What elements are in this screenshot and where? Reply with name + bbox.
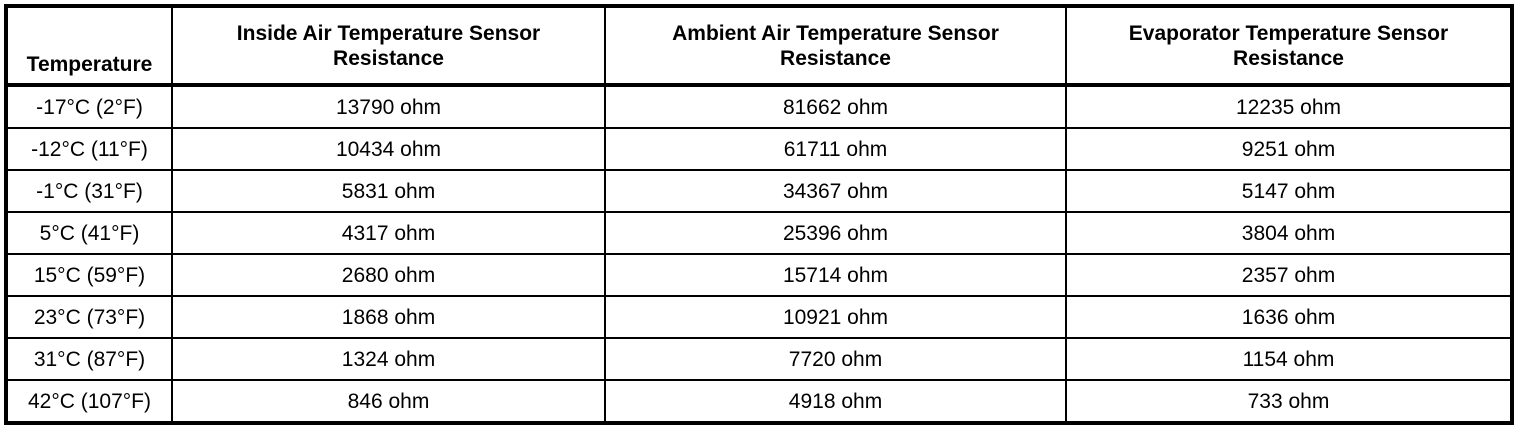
evaporator-resistance-cell: 5147 ohm bbox=[1065, 169, 1513, 213]
evaporator-resistance-cell: 3804 ohm bbox=[1065, 211, 1513, 255]
table-row: 15°C (59°F) 2680 ohm 15714 ohm 2357 ohm bbox=[5, 253, 1513, 297]
table-row: -12°C (11°F) 10434 ohm 61711 ohm 9251 ohm bbox=[5, 127, 1513, 171]
inside-air-resistance-cell: 4317 ohm bbox=[171, 211, 606, 255]
evaporator-resistance-cell: 9251 ohm bbox=[1065, 127, 1513, 171]
header-inside-air: Inside Air Temperature Sensor Resistance bbox=[171, 5, 606, 86]
temperature-cell: 23°C (73°F) bbox=[5, 295, 173, 339]
inside-air-resistance-cell: 1324 ohm bbox=[171, 337, 606, 381]
table-row: 31°C (87°F) 1324 ohm 7720 ohm 1154 ohm bbox=[5, 337, 1513, 381]
temperature-cell: -1°C (31°F) bbox=[5, 169, 173, 213]
table-row: -1°C (31°F) 5831 ohm 34367 ohm 5147 ohm bbox=[5, 169, 1513, 213]
evaporator-resistance-cell: 1154 ohm bbox=[1065, 337, 1513, 381]
inside-air-resistance-cell: 5831 ohm bbox=[171, 169, 606, 213]
ambient-air-resistance-cell: 7720 ohm bbox=[604, 337, 1067, 381]
temperature-cell: -17°C (2°F) bbox=[5, 84, 173, 129]
evaporator-resistance-cell: 12235 ohm bbox=[1065, 84, 1513, 129]
temperature-cell: 5°C (41°F) bbox=[5, 211, 173, 255]
ambient-air-resistance-cell: 25396 ohm bbox=[604, 211, 1067, 255]
temperature-cell: 15°C (59°F) bbox=[5, 253, 173, 297]
table-row: 42°C (107°F) 846 ohm 4918 ohm 733 ohm bbox=[5, 379, 1513, 424]
inside-air-resistance-cell: 2680 ohm bbox=[171, 253, 606, 297]
inside-air-resistance-cell: 846 ohm bbox=[171, 379, 606, 424]
ambient-air-resistance-cell: 81662 ohm bbox=[604, 84, 1067, 129]
inside-air-resistance-cell: 1868 ohm bbox=[171, 295, 606, 339]
temperature-cell: 42°C (107°F) bbox=[5, 379, 173, 424]
header-evaporator: Evaporator Temperature Sensor Resistance bbox=[1065, 5, 1513, 86]
ambient-air-resistance-cell: 15714 ohm bbox=[604, 253, 1067, 297]
ambient-air-resistance-cell: 4918 ohm bbox=[604, 379, 1067, 424]
header-ambient-air: Ambient Air Temperature Sensor Resistanc… bbox=[604, 5, 1067, 86]
ambient-air-resistance-cell: 10921 ohm bbox=[604, 295, 1067, 339]
table-row: 23°C (73°F) 1868 ohm 10921 ohm 1636 ohm bbox=[5, 295, 1513, 339]
sensor-resistance-table: Temperature Inside Air Temperature Senso… bbox=[4, 4, 1514, 425]
header-row: Temperature Inside Air Temperature Senso… bbox=[5, 5, 1513, 86]
header-temperature: Temperature bbox=[5, 5, 173, 86]
ambient-air-resistance-cell: 34367 ohm bbox=[604, 169, 1067, 213]
ambient-air-resistance-cell: 61711 ohm bbox=[604, 127, 1067, 171]
evaporator-resistance-cell: 1636 ohm bbox=[1065, 295, 1513, 339]
inside-air-resistance-cell: 13790 ohm bbox=[171, 84, 606, 129]
evaporator-resistance-cell: 2357 ohm bbox=[1065, 253, 1513, 297]
evaporator-resistance-cell: 733 ohm bbox=[1065, 379, 1513, 424]
table-row: 5°C (41°F) 4317 ohm 25396 ohm 3804 ohm bbox=[5, 211, 1513, 255]
inside-air-resistance-cell: 10434 ohm bbox=[171, 127, 606, 171]
temperature-cell: -12°C (11°F) bbox=[5, 127, 173, 171]
table-row: -17°C (2°F) 13790 ohm 81662 ohm 12235 ohm bbox=[5, 84, 1513, 129]
temperature-cell: 31°C (87°F) bbox=[5, 337, 173, 381]
